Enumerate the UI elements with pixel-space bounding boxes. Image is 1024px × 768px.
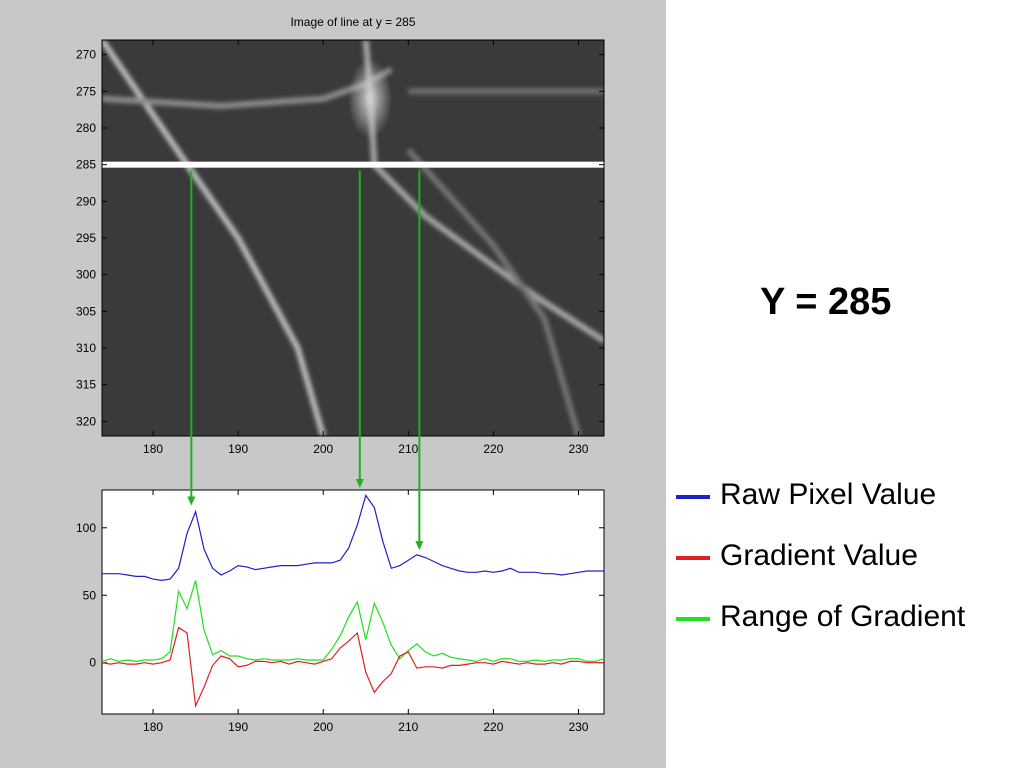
x-tick-label: 180 — [143, 442, 163, 456]
legend-label-gradient: Gradient Value — [720, 539, 918, 572]
x-tick-label: 230 — [568, 720, 588, 734]
bright-spot — [348, 58, 393, 139]
y-tick-label: 305 — [76, 304, 96, 318]
x-tick-label: 180 — [143, 720, 163, 734]
y-value-label: Y = 285 — [760, 281, 892, 323]
image-content — [102, 40, 604, 436]
y-tick-label: 310 — [76, 341, 96, 355]
x-tick-label: 190 — [228, 442, 248, 456]
x-tick-label: 190 — [228, 720, 248, 734]
series-line-raw-pixel-value — [102, 494, 604, 582]
legend-swatch-range — [676, 617, 710, 621]
x-tick-label: 220 — [483, 720, 503, 734]
y-tick-label: 295 — [76, 231, 96, 245]
y-tick-label: 280 — [76, 121, 96, 135]
arrow-head-1 — [355, 479, 364, 488]
series-line-gradient-value — [101, 626, 604, 709]
x-tick-label: 200 — [313, 720, 333, 734]
y-tick-label: 0 — [89, 656, 96, 670]
bright-line-3 — [406, 148, 582, 436]
image-axes: 180 190 200 210 220 230 270 275 280 285 290 295 300 3… — [76, 39, 605, 456]
y-tick-label: 290 — [76, 194, 96, 208]
y-tick-label: 320 — [76, 414, 96, 428]
x-tick-label: 200 — [313, 442, 333, 456]
legend-label-range: Range of Gradient — [720, 600, 966, 633]
x-tick-label: 210 — [398, 442, 418, 456]
legend-label-raw: Raw Pixel Value — [720, 478, 937, 511]
x-tick-label: 220 — [483, 442, 503, 456]
bright-line-0 — [102, 40, 327, 436]
y-tick-label: 50 — [83, 588, 97, 602]
arrows-layer — [187, 170, 424, 551]
x-tick-label: 230 — [568, 442, 588, 456]
y-tick-label: 275 — [76, 84, 96, 98]
arrow-head-0 — [187, 496, 196, 506]
profile-axes: 180 190 200 210 220 230 0 50 100 — [76, 489, 605, 734]
highlight-row-line — [102, 161, 604, 168]
arrow-head-2 — [415, 541, 424, 551]
legend-swatch-gradient — [676, 556, 710, 560]
y-tick-label: 285 — [76, 158, 96, 172]
profile-frame — [101, 489, 605, 715]
image-title: Image of line at y = 285 — [290, 15, 415, 29]
y-tick-label: 300 — [76, 268, 96, 282]
series-line-range-of-gradient — [101, 580, 605, 663]
y-tick-label: 100 — [76, 521, 96, 535]
y-tick-label: 270 — [76, 48, 96, 62]
y-tick-label: 315 — [76, 378, 96, 392]
x-tick-label: 210 — [398, 720, 418, 734]
legend-swatch-raw — [676, 495, 710, 499]
